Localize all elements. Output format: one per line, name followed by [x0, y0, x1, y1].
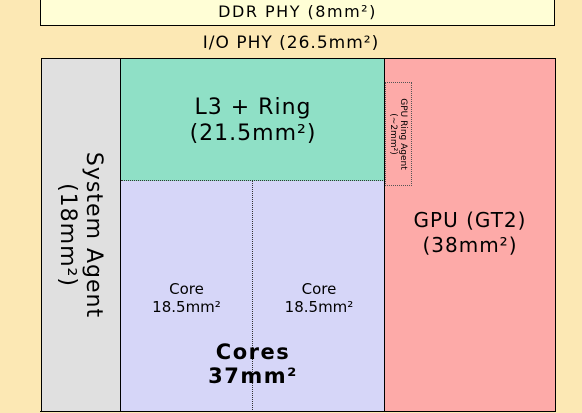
- l3-ring-block: L3 + Ring (21.5mm²): [121, 58, 385, 181]
- system-agent-name: System Agent: [81, 151, 106, 319]
- system-agent-area: (18mm²): [55, 183, 80, 287]
- ddr-phy-block: DDR PHY (8mm²): [40, 0, 555, 26]
- core-2-name: Core: [301, 280, 337, 298]
- l3-ring-label: L3 + Ring (21.5mm²): [121, 95, 385, 147]
- gpu-ring-agent-block: [385, 82, 412, 186]
- system-agent-label: System Agent (18mm²): [54, 152, 106, 318]
- cores-name: Cores: [215, 340, 291, 364]
- cores-total-label: Cores 37mm²: [121, 340, 385, 388]
- gpu-area: (38mm²): [422, 233, 518, 257]
- core-divider: [252, 181, 253, 412]
- cores-area: 37mm²: [208, 364, 298, 388]
- core-1-label: Core 18.5mm²: [121, 280, 252, 316]
- cores-block: [121, 181, 385, 412]
- core-1-area: 18.5mm²: [152, 298, 221, 316]
- core-2-area: 18.5mm²: [284, 298, 354, 316]
- bottom-edge-line: [40, 411, 556, 412]
- gpu-label: GPU (GT2) (38mm²): [384, 208, 556, 258]
- l3-ring-area: (21.5mm²): [189, 121, 317, 146]
- io-phy-label: I/O PHY (26.5mm²): [202, 33, 380, 53]
- gpu-block: [384, 58, 556, 412]
- gpu-ring-agent-label: GPU Ring Agent (~2mm²): [388, 98, 408, 170]
- gpu-ring-agent-name: GPU Ring Agent: [398, 98, 408, 170]
- ddr-phy-label: DDR PHY (8mm²): [218, 2, 377, 21]
- system-agent-block: [41, 58, 121, 412]
- l3-ring-name: L3 + Ring: [194, 95, 312, 120]
- gpu-name: GPU (GT2): [413, 208, 527, 232]
- core-1-name: Core: [169, 280, 204, 298]
- gpu-ring-agent-area: (~2mm²): [388, 113, 398, 155]
- core-2-label: Core 18.5mm²: [253, 280, 385, 316]
